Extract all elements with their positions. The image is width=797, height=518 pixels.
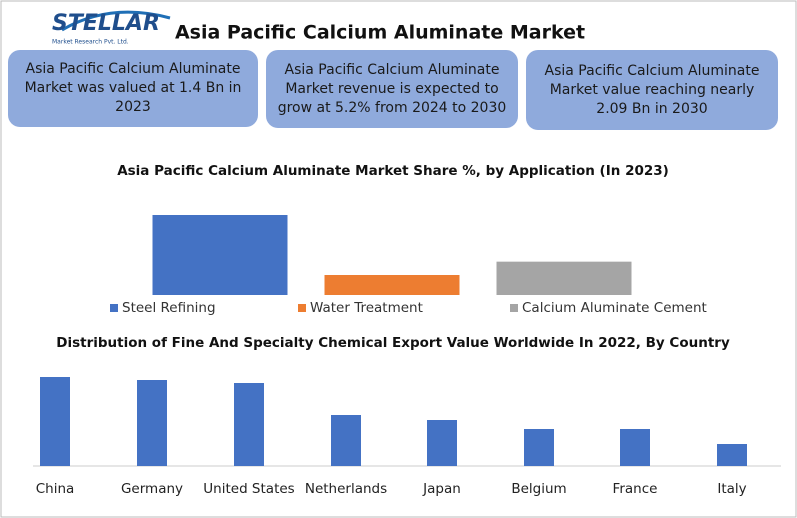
logo-swoosh <box>61 10 171 32</box>
legend-label: Steel Refining <box>122 300 216 316</box>
legend-label: Water Treatment <box>310 300 423 316</box>
legend-swatch <box>510 304 518 312</box>
bar <box>427 420 457 466</box>
bar <box>324 275 460 295</box>
info-box: Asia Pacific Calcium Aluminate Market wa… <box>8 50 258 127</box>
legend-label: Calcium Aluminate Cement <box>522 300 707 316</box>
logo: STELLAR <box>52 11 160 36</box>
chart-title: Asia Pacific Calcium Aluminate Market Sh… <box>117 163 669 179</box>
logo-tagline: Market Research Pvt. Ltd. <box>52 39 129 46</box>
x-tick-label: Netherlands <box>305 481 387 497</box>
bar <box>40 377 70 466</box>
info-box: Asia Pacific Calcium Aluminate Market va… <box>526 50 778 130</box>
x-tick-label: Italy <box>717 481 746 497</box>
page-title: Asia Pacific Calcium Aluminate Market <box>175 22 585 44</box>
chart-title: Distribution of Fine And Specialty Chemi… <box>56 335 730 351</box>
x-tick-label: United States <box>203 481 294 497</box>
bar <box>717 444 747 466</box>
bar <box>496 261 632 295</box>
bar <box>620 429 650 466</box>
bar <box>152 215 288 295</box>
legend-swatch <box>110 304 118 312</box>
x-tick-label: China <box>36 481 75 497</box>
bar <box>524 429 554 466</box>
x-tick-label: France <box>613 481 658 497</box>
bar <box>331 415 361 466</box>
x-tick-label: Germany <box>121 481 183 497</box>
bar <box>234 383 264 466</box>
x-tick-label: Belgium <box>511 481 566 497</box>
info-box: Asia Pacific Calcium Aluminate Market re… <box>266 50 518 128</box>
x-tick-label: Japan <box>422 481 461 497</box>
bar <box>137 380 167 466</box>
legend-swatch <box>298 304 306 312</box>
